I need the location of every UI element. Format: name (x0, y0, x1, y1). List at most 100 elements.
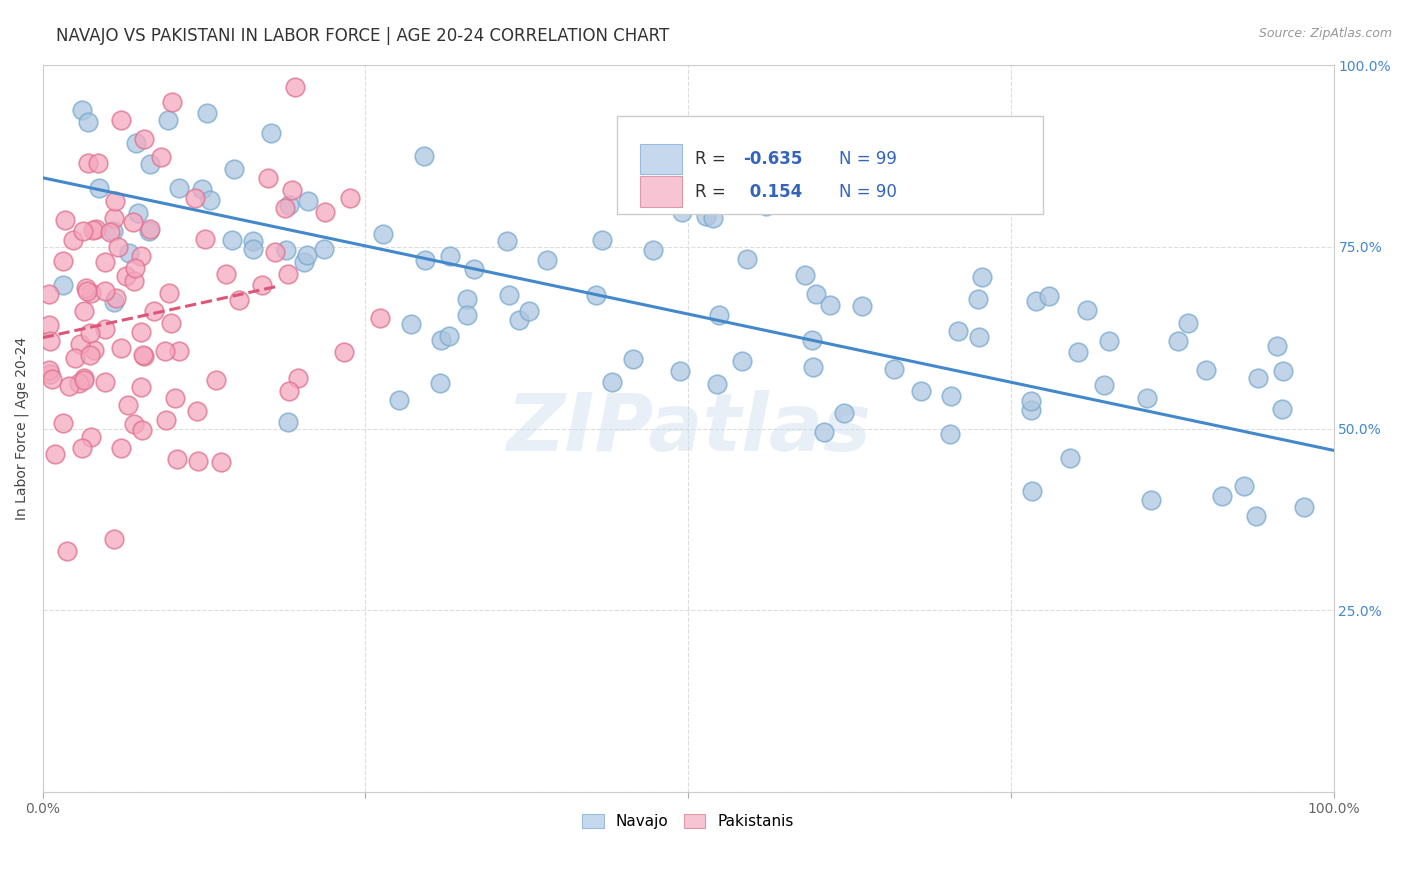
Text: -0.635: -0.635 (744, 150, 803, 168)
Point (818, 298, 841, 312)
Point (669, 364, 692, 378)
Point (801, 359, 824, 374)
Point (1271, 401, 1294, 416)
Point (1092, 378, 1115, 392)
Point (250, 277, 273, 292)
Point (214, 267, 236, 281)
Point (277, 267, 299, 281)
Point (75, 281, 97, 295)
Point (222, 162, 245, 177)
Point (1076, 302, 1098, 317)
Point (132, 348, 155, 362)
Point (228, 293, 250, 307)
Point (73, 373, 96, 387)
Point (800, 333, 823, 347)
Point (166, 451, 188, 466)
Point (1244, 509, 1267, 524)
Point (292, 254, 315, 268)
Point (94, 255, 117, 269)
FancyBboxPatch shape (617, 116, 1043, 214)
Point (339, 191, 361, 205)
Point (134, 132, 156, 146)
Point (69, 337, 91, 351)
Point (295, 247, 318, 261)
Point (41, 372, 63, 386)
Point (496, 234, 519, 248)
Point (1271, 364, 1294, 378)
Point (429, 376, 451, 391)
Point (804, 286, 827, 301)
Point (706, 377, 728, 392)
Point (591, 233, 613, 247)
Point (967, 330, 990, 344)
Point (104, 194, 127, 209)
Point (143, 304, 166, 318)
Point (83, 343, 105, 357)
Point (52, 416, 75, 430)
Point (1140, 493, 1163, 508)
Point (187, 454, 209, 468)
Point (519, 304, 541, 318)
Point (184, 191, 207, 205)
Point (198, 194, 221, 208)
Point (1067, 344, 1090, 359)
Point (58, 379, 80, 393)
Point (439, 249, 461, 263)
Point (87, 181, 110, 195)
Point (129, 249, 152, 263)
Point (1247, 371, 1270, 385)
Point (671, 205, 693, 219)
Point (67, 376, 90, 390)
Point (98, 225, 121, 239)
Point (94, 284, 117, 298)
Point (186, 404, 208, 418)
Point (1025, 293, 1047, 308)
Point (195, 105, 218, 120)
Point (274, 244, 297, 258)
Point (1007, 192, 1029, 206)
Point (87, 156, 110, 170)
Text: 0.154: 0.154 (744, 183, 801, 201)
Point (221, 233, 243, 247)
Point (602, 375, 624, 389)
Point (209, 455, 232, 469)
Point (242, 234, 264, 248)
Point (114, 269, 136, 284)
Point (413, 149, 436, 163)
Point (73, 370, 96, 384)
Point (813, 425, 835, 439)
Point (463, 261, 485, 276)
FancyBboxPatch shape (640, 144, 682, 174)
Point (314, 205, 336, 219)
Point (55, 544, 77, 558)
Point (70, 441, 93, 455)
Point (76, 284, 98, 298)
Point (430, 333, 453, 347)
Text: R =: R = (695, 183, 731, 201)
Point (110, 341, 132, 355)
Point (150, 150, 173, 164)
Point (1019, 394, 1042, 409)
Point (76, 156, 98, 170)
Point (39, 367, 62, 381)
Point (1292, 500, 1315, 515)
Point (939, 426, 962, 441)
Point (498, 288, 520, 302)
Text: ZIPatlas: ZIPatlas (506, 390, 870, 467)
Point (155, 344, 177, 359)
Point (72, 224, 94, 238)
Point (94, 375, 117, 389)
Point (129, 380, 152, 394)
Point (122, 215, 145, 229)
Text: NAVAJO VS PAKISTANI IN LABOR FORCE | AGE 20-24 CORRELATION CHART: NAVAJO VS PAKISTANI IN LABOR FORCE | AGE… (56, 27, 669, 45)
Point (388, 392, 411, 407)
Point (139, 157, 162, 171)
Text: R =: R = (695, 150, 731, 168)
Point (205, 373, 228, 387)
Point (167, 181, 190, 195)
Point (82, 223, 104, 237)
Point (277, 416, 299, 430)
Point (80, 430, 103, 444)
Point (1177, 316, 1199, 330)
Point (131, 423, 153, 437)
